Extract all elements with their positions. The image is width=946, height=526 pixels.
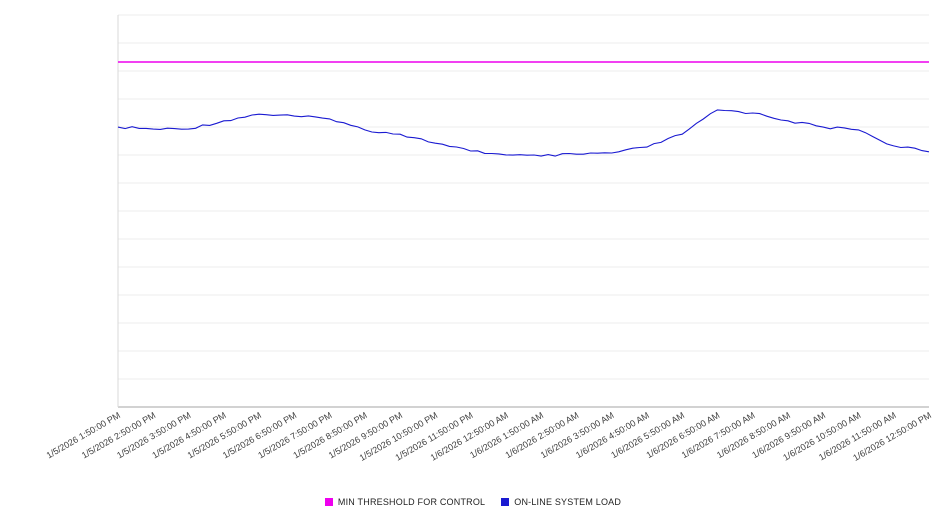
legend-item-system-load: ON-LINE SYSTEM LOAD bbox=[501, 497, 621, 507]
legend-label-min-threshold: MIN THRESHOLD FOR CONTROL bbox=[337, 497, 486, 507]
load-color-swatch bbox=[501, 498, 510, 506]
threshold-color-swatch bbox=[324, 498, 333, 506]
chart-plot-area: 1/5/2026 1:50:00 PM1/5/2026 2:50:00 PM1/… bbox=[45, 14, 933, 463]
chart-legend: MIN THRESHOLD FOR CONTROL ON-LINE SYSTEM… bbox=[0, 494, 946, 510]
legend-item-min-threshold: MIN THRESHOLD FOR CONTROL bbox=[324, 497, 486, 507]
legend-label-system-load: ON-LINE SYSTEM LOAD bbox=[514, 497, 622, 507]
